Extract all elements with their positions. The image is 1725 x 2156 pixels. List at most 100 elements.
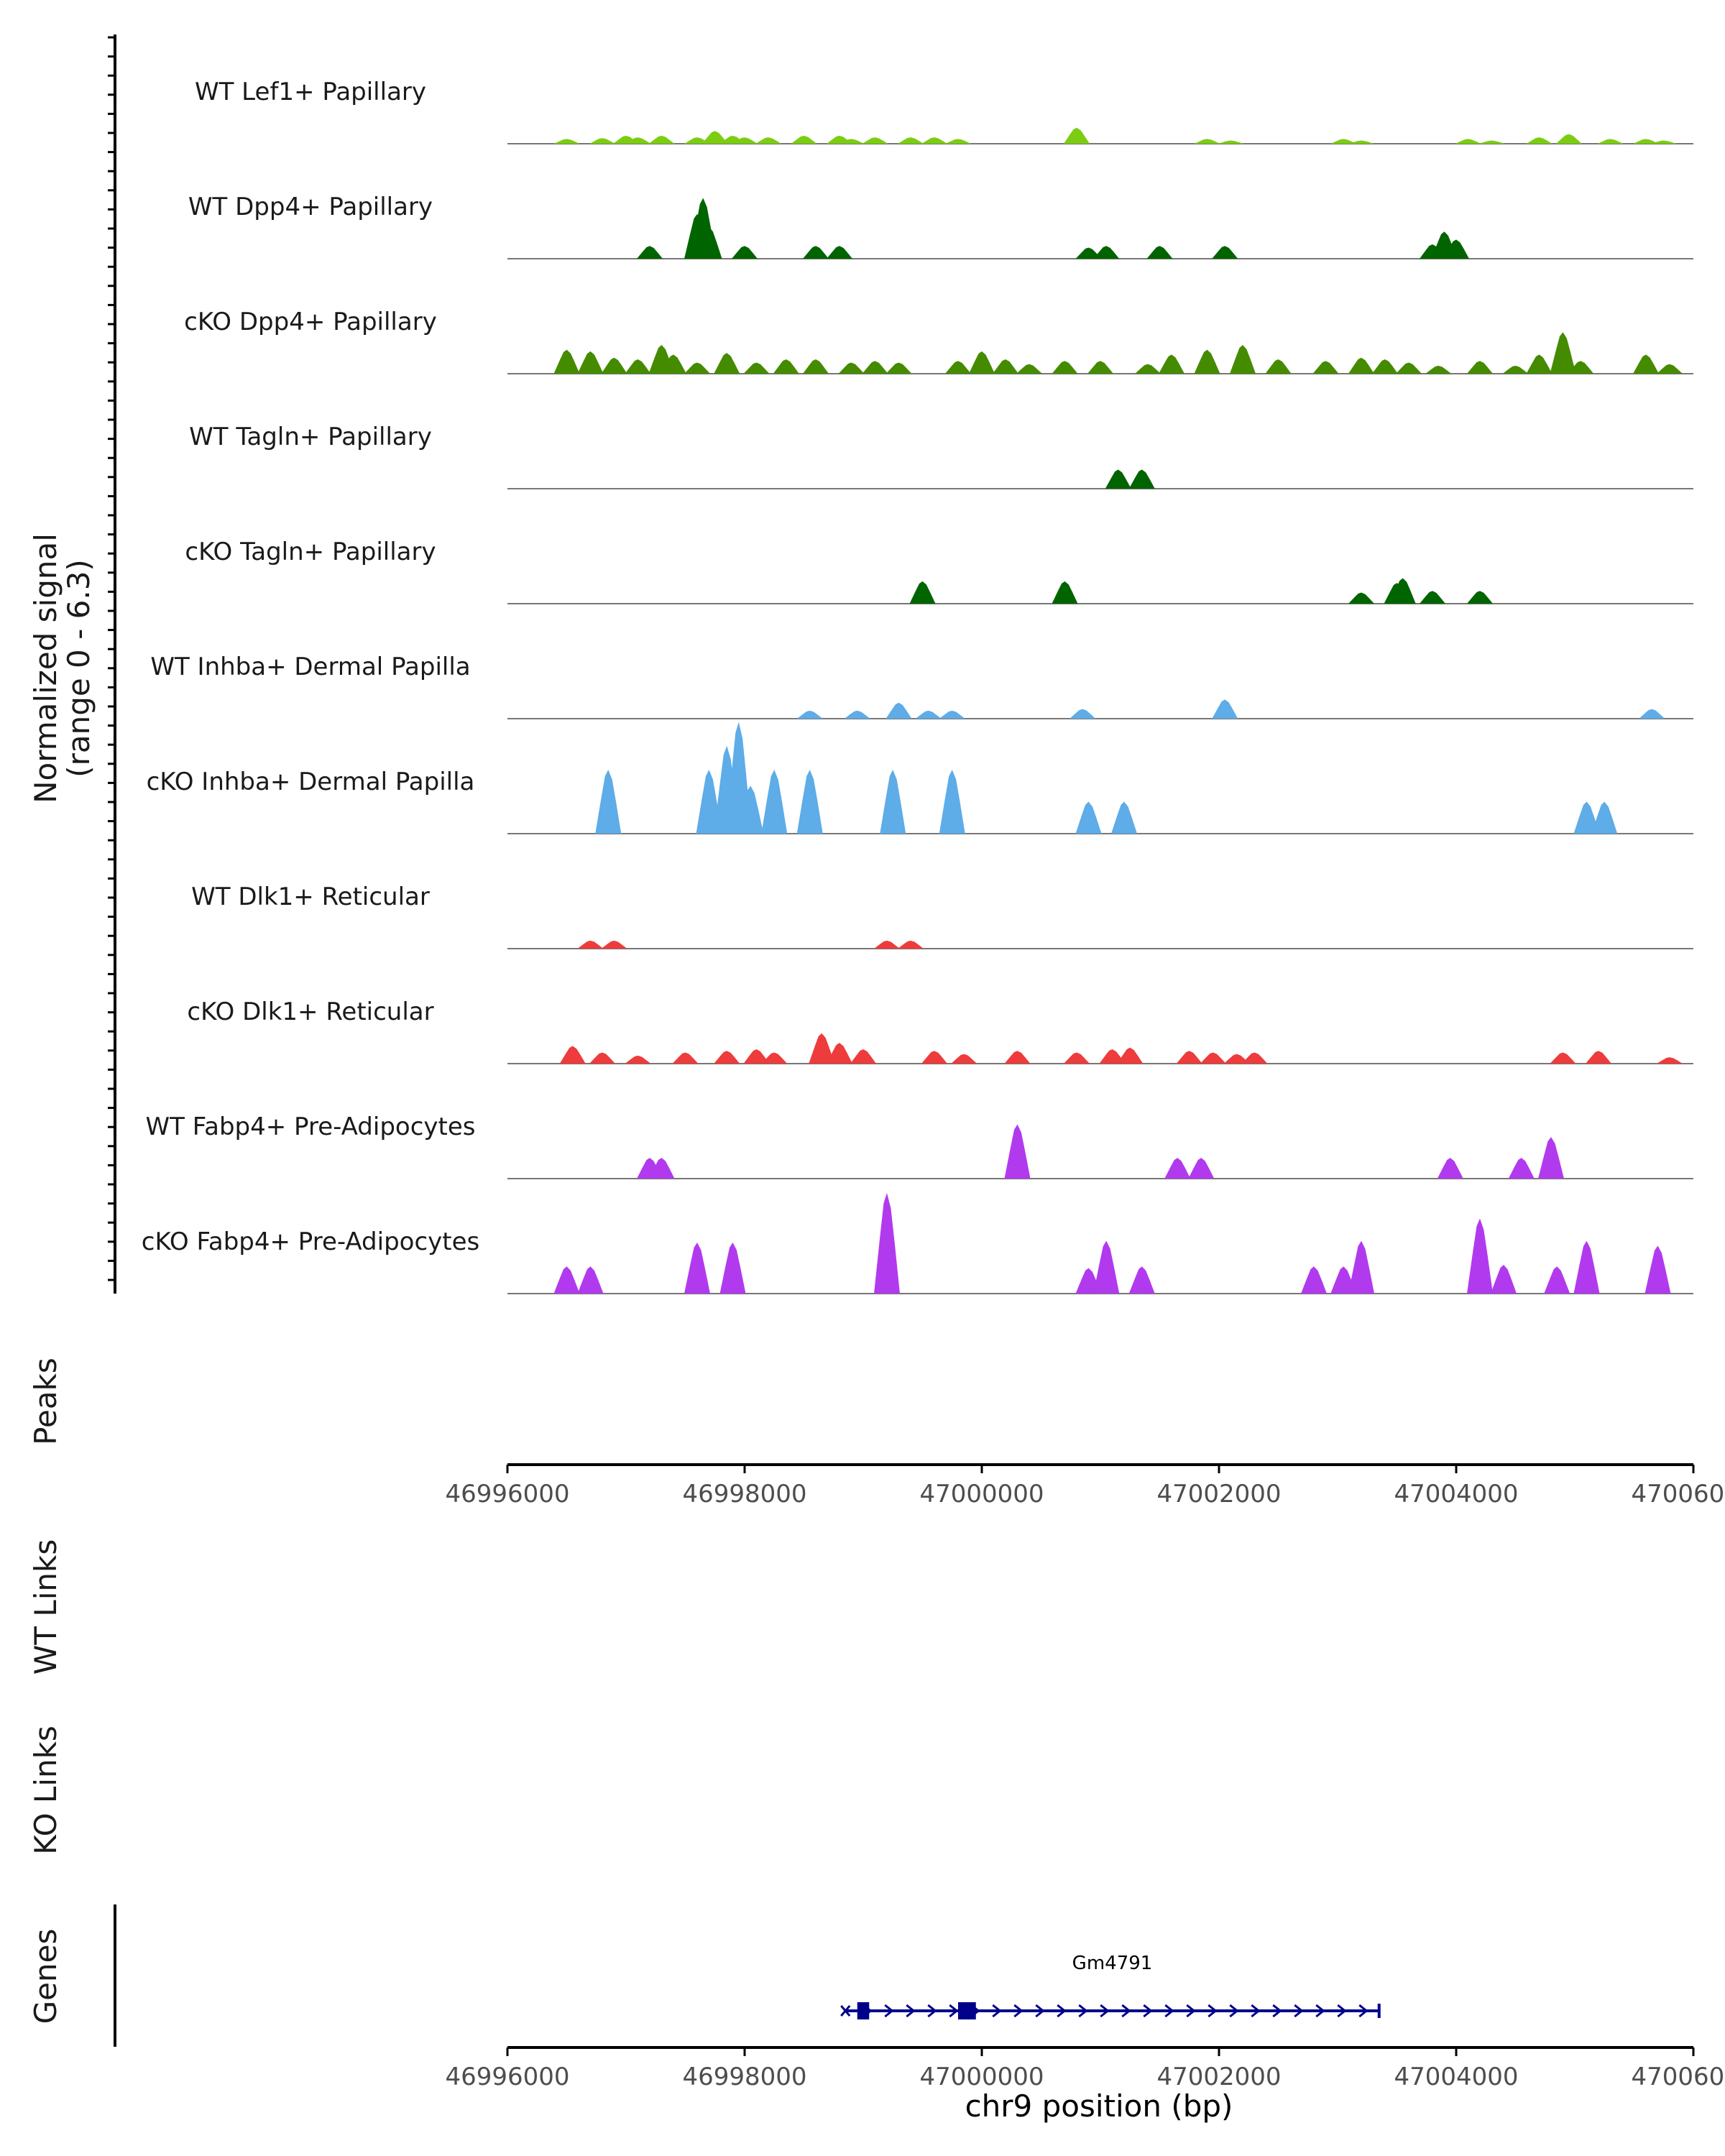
x-tick-label: 47006000 — [1631, 2063, 1725, 2091]
signal-peak — [1128, 469, 1155, 489]
signal-peak — [577, 351, 604, 374]
gene-model — [840, 2002, 1381, 2019]
signal-peak — [559, 1046, 586, 1064]
signal-peak — [909, 581, 936, 604]
signal-peak — [945, 139, 971, 144]
signal-peak — [1004, 1051, 1031, 1064]
strand-arrow — [1294, 2004, 1304, 2018]
signal-peak — [1212, 699, 1238, 719]
signal-peak — [921, 1051, 947, 1064]
signal-peak — [737, 786, 764, 834]
track-label: WT Fabp4+ Pre-Adipocytes — [146, 1112, 476, 1141]
track-wt-lef1-papillary: WT Lef1+ Papillary — [195, 78, 1693, 144]
strand-arrow — [1186, 2004, 1196, 2018]
signal-peak — [1004, 1124, 1031, 1179]
peaks-label: Peaks — [28, 1358, 63, 1445]
signal-peak — [880, 770, 906, 834]
strand-arrow — [1078, 2004, 1088, 2018]
strand-arrow — [1143, 2004, 1153, 2018]
signal-peak — [827, 246, 852, 259]
signal-peak — [1348, 1240, 1374, 1294]
signal-peak — [1633, 139, 1659, 144]
signal-peak — [1164, 1158, 1191, 1179]
signal-peak — [1188, 1158, 1215, 1179]
strand-arrow — [927, 2004, 937, 2018]
gene-exon — [958, 2002, 976, 2019]
signal-peak — [874, 940, 900, 949]
signal-peak — [1639, 709, 1665, 719]
signal-peak — [803, 359, 829, 374]
signal-peak — [803, 246, 829, 259]
signal-peak — [796, 710, 823, 719]
signal-peak — [1052, 361, 1078, 374]
signal-panel: Normalized signal (range 0 - 6.3) WT Lef… — [28, 34, 1693, 1294]
strand-arrow — [1035, 2004, 1045, 2018]
signal-peak — [898, 940, 924, 949]
signal-peak — [1070, 709, 1096, 719]
track-cko-tagln-papillary: cKO Tagln+ Papillary — [185, 538, 1693, 604]
strand-arrow — [1229, 2004, 1239, 2018]
signal-peak — [553, 1266, 580, 1294]
strand-arrow — [906, 2004, 916, 2018]
signal-peak — [874, 1193, 900, 1294]
signal-peak — [684, 362, 710, 374]
signal-peak — [886, 702, 912, 719]
signal-peak — [1467, 361, 1493, 374]
signal-peak — [1586, 1051, 1611, 1064]
signal-peak — [1633, 354, 1659, 374]
signal-peak — [1597, 139, 1624, 144]
signal-peak — [1396, 362, 1422, 374]
signal-peak — [1644, 1245, 1671, 1294]
signal-peak — [1389, 578, 1416, 604]
signal-peak — [993, 359, 1018, 374]
track-label: cKO Dlk1+ Reticular — [187, 998, 433, 1026]
signal-peak — [625, 137, 651, 144]
track-cko-inhba-dermal-papilla: cKO Inhba+ Dermal Papilla — [147, 722, 1693, 834]
x-tick-label: 47000000 — [919, 2063, 1044, 2091]
strand-arrow — [1013, 2004, 1024, 2018]
x-axis-bottom: chr9 position (bp) 46996000 46998000 47000… — [445, 2046, 1725, 2124]
signal-peak — [1573, 1240, 1600, 1294]
signal-peak — [714, 353, 740, 374]
x-tick-label: 47002000 — [1156, 2063, 1281, 2091]
signal-peak — [755, 137, 781, 144]
signal-peak — [838, 362, 865, 374]
track-label: WT Inhba+ Dermal Papilla — [150, 653, 470, 681]
signal-peak — [1425, 365, 1452, 374]
x-tick-label: 47002000 — [1156, 1480, 1281, 1508]
signal-peak — [1330, 139, 1357, 144]
signal-peak — [1502, 365, 1529, 374]
signal-peak — [743, 362, 770, 374]
signal-peak — [1212, 246, 1238, 259]
signal-peak — [1135, 364, 1161, 374]
signal-peak — [1657, 364, 1683, 374]
gene-name-label: Gm4791 — [1072, 1953, 1153, 1974]
signal-peak — [1568, 361, 1594, 374]
signal-peak — [1455, 139, 1481, 144]
signal-peak — [696, 226, 722, 259]
signal-peak — [625, 1055, 651, 1064]
x-axis-title: chr9 position (bp) — [965, 2088, 1233, 2124]
y-axis-range-label: (range 0 - 6.3) — [61, 559, 96, 778]
x-tick-label: 46998000 — [682, 1480, 806, 1508]
track-label: cKO Inhba+ Dermal Papilla — [147, 768, 475, 796]
track-cko-dlk1-reticular: cKO Dlk1+ Reticular — [187, 998, 1693, 1064]
x-tick-label: 47004000 — [1394, 1480, 1518, 1508]
y-axis-label: Normalized signal — [28, 533, 63, 803]
signal-peak — [915, 710, 942, 719]
signal-peak — [969, 351, 995, 374]
signal-peak — [1467, 591, 1493, 604]
strand-arrow — [1121, 2004, 1131, 2018]
signal-peak — [1591, 801, 1618, 834]
signal-peak — [1099, 1049, 1126, 1064]
x-tick-label: 47000000 — [919, 1480, 1044, 1508]
signal-peak — [1087, 361, 1113, 374]
x-axis-top: 46996000 46998000 47000000 47002000 47004000… — [445, 1463, 1725, 1508]
ko-links-label: KO Links — [28, 1726, 63, 1855]
x-tick-label: 47006000 — [1631, 1480, 1725, 1508]
signal-peak — [862, 361, 888, 374]
signal-peak — [862, 137, 888, 144]
signal-peak — [1218, 140, 1244, 144]
track-cko-dpp4-papillary: cKO Dpp4+ Papillary — [184, 308, 1693, 374]
